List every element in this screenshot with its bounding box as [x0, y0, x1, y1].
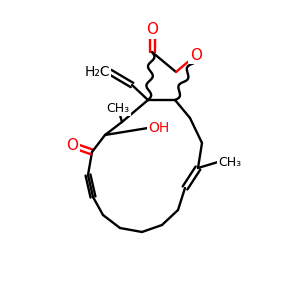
Text: O: O	[66, 137, 78, 152]
Text: OH: OH	[148, 121, 169, 135]
Text: O: O	[190, 47, 202, 62]
Text: O: O	[146, 22, 158, 38]
Text: CH₃: CH₃	[218, 155, 241, 169]
Text: CH₃: CH₃	[106, 101, 130, 115]
Text: H₂C: H₂C	[84, 65, 110, 79]
